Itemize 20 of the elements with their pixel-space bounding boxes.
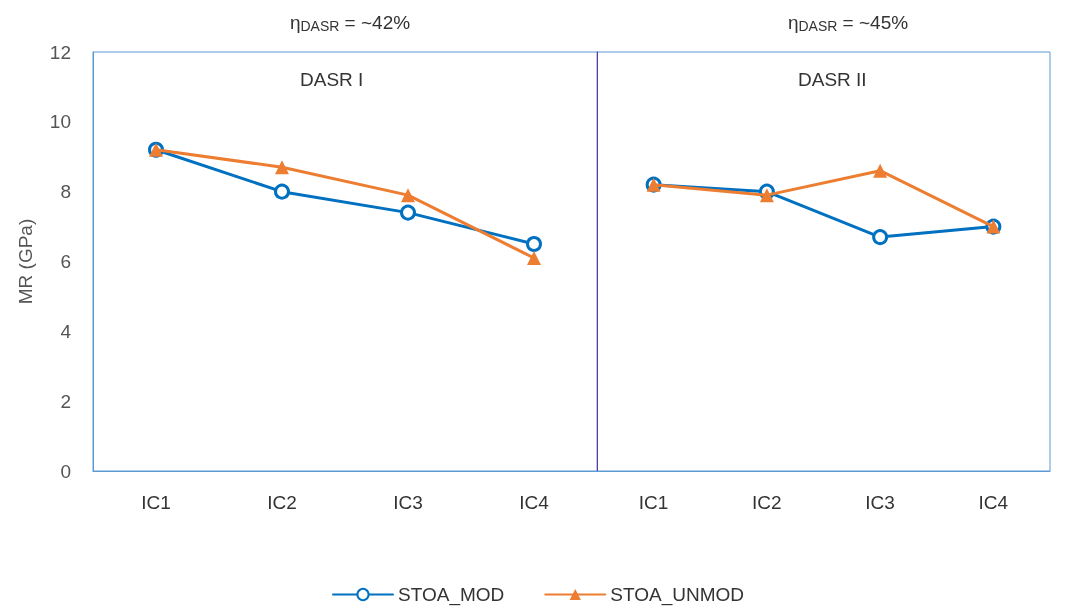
x-tick-label: IC4 [519, 492, 550, 513]
y-tick-label: 6 [60, 251, 71, 272]
y-tick-label: 4 [60, 320, 72, 342]
legend-label: STOA_MOD [398, 584, 505, 606]
y-axis-title: MR (GPa) [15, 218, 36, 305]
annotation: DASR II [798, 69, 867, 90]
x-tick-label: IC2 [267, 492, 297, 513]
y-tick-label: 2 [60, 390, 71, 412]
annotation: DASR I [300, 69, 364, 90]
x-tick-label: IC3 [865, 492, 895, 513]
x-tick-label: IC4 [978, 492, 1009, 513]
legend-label: STOA_UNMOD [610, 584, 745, 606]
y-tick-label: 0 [60, 460, 71, 482]
y-tick-label: 8 [60, 181, 71, 203]
y-tick-label: 10 [49, 111, 71, 133]
x-tick-label: IC1 [638, 492, 669, 513]
x-tick-label: IC1 [141, 492, 171, 513]
x-tick-label: IC3 [393, 492, 423, 513]
x-tick-label: IC2 [752, 492, 782, 513]
y-tick-label: 12 [49, 41, 71, 63]
